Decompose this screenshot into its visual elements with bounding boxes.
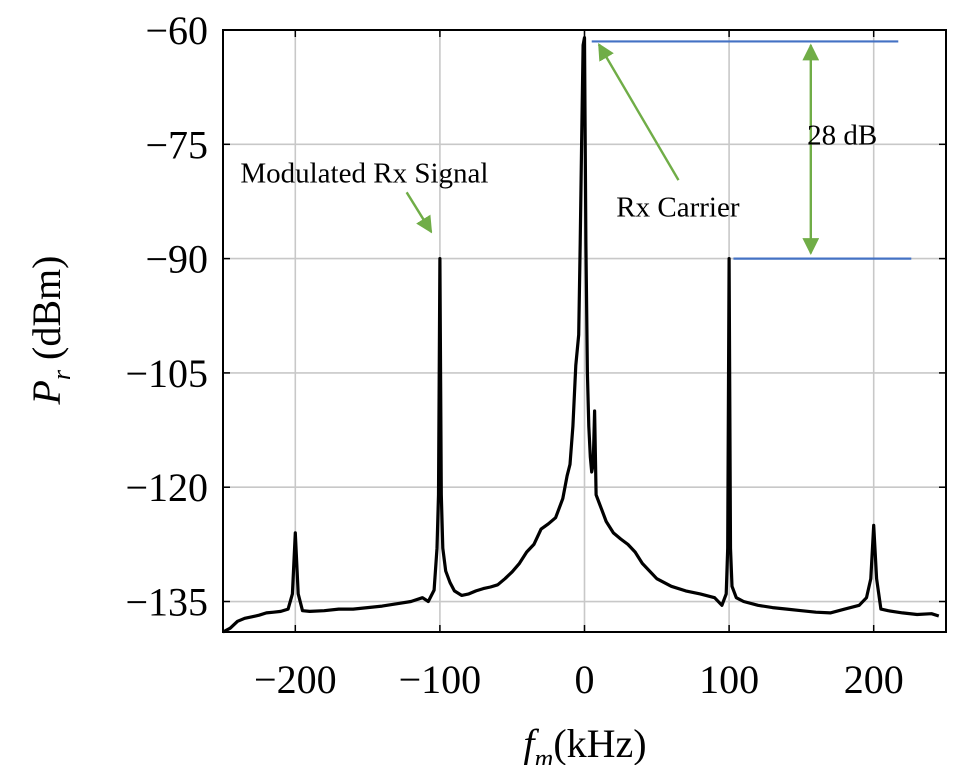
annotation-label-2: 28 dB	[807, 119, 877, 151]
annotation-label-0: Modulated Rx Signal	[240, 157, 488, 189]
annotation-label-1: Rx Carrier	[616, 192, 740, 224]
x-tick-labels: −200 −100 0 100 200	[254, 657, 904, 702]
x-tick-label: 100	[699, 657, 759, 702]
y-tick-label: −120	[125, 465, 208, 510]
y-axis-label: Pr (dBm)	[24, 256, 76, 406]
series-line-0	[222, 36, 940, 634]
x-tick-label: 0	[575, 657, 595, 702]
y-tick-label: −60	[145, 8, 208, 53]
y-tick-label: −135	[125, 580, 208, 625]
annotation-arrow-0	[405, 191, 433, 234]
series-layer	[222, 36, 940, 634]
x-tick-label: −100	[399, 657, 482, 702]
x-tick-label: 200	[844, 657, 904, 702]
annotation-arrow-1	[597, 43, 680, 181]
y-tick-label: −105	[125, 351, 208, 396]
annotations: Modulated Rx Signal Rx Carrier 28 dB	[240, 43, 877, 255]
x-axis-label: fm(kHz)	[523, 721, 646, 765]
y-tick-label: −90	[145, 237, 208, 282]
y-tick-label: −75	[145, 122, 208, 167]
tick-marks	[223, 29, 946, 632]
reference-lines	[591, 40, 912, 260]
x-tick-label: −200	[254, 657, 337, 702]
y-tick-labels: −60 −75 −90 −105 −120 −135	[125, 8, 208, 625]
